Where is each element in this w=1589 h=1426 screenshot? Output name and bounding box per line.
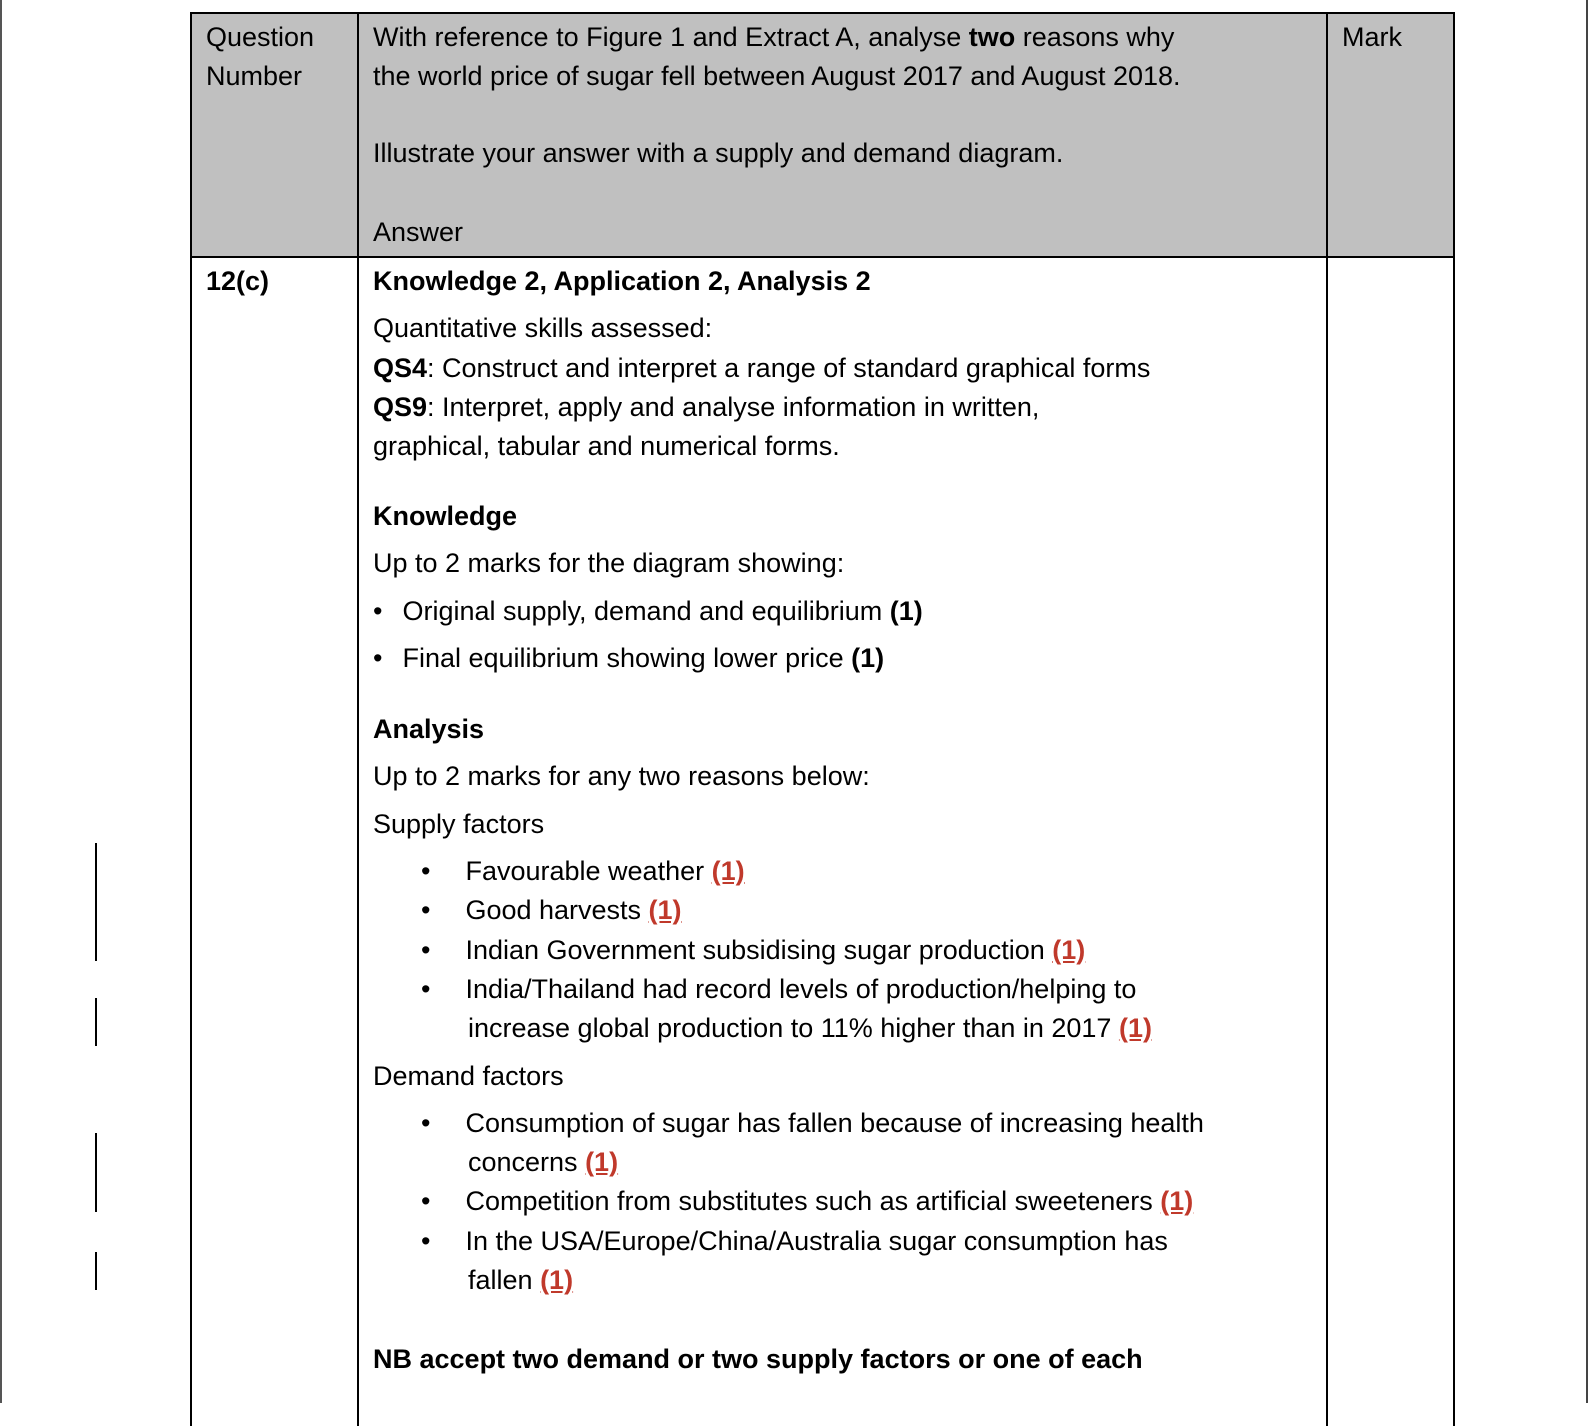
analysis-intro: Up to 2 marks for any two reasons below: [373, 761, 870, 791]
analysis-heading: Analysis [373, 714, 485, 744]
qs9-cont: graphical, tabular and numerical forms. [373, 431, 840, 461]
supply-heading: Supply factors [373, 809, 545, 839]
supply-item: • India/Thailand had record levels of pro… [421, 974, 1137, 1004]
supply-item-cont: increase global production to 11% higher… [468, 1013, 1152, 1043]
header-mark: Mark [1326, 12, 1455, 258]
mark-cell [1326, 256, 1455, 1426]
knowledge-heading: Knowledge [373, 501, 518, 531]
marks-summary: Knowledge 2, Application 2, Analysis 2 [373, 266, 871, 296]
page-edge-right [1586, 0, 1588, 1403]
header-question: With reference to Figure 1 and Extract A… [357, 12, 1328, 258]
demand-item: • Competition from substitutes such as ar… [421, 1186, 1194, 1216]
supply-item: • Good harvests (1) [421, 895, 682, 925]
question-line: the world price of sugar fell between Au… [373, 61, 1181, 91]
answer-cell: Knowledge 2, Application 2, Analysis 2 Q… [357, 256, 1328, 1426]
demand-item-cont: fallen (1) [468, 1265, 574, 1295]
question-line: With reference to Figure 1 and Extract A… [373, 22, 1175, 52]
change-bar [95, 843, 97, 961]
nb-note: NB accept two demand or two supply facto… [373, 1344, 1143, 1374]
change-bar [95, 998, 97, 1046]
page-edge-left [0, 0, 2, 1403]
qs4: QS4: Construct and interpret a range of … [373, 353, 1151, 383]
question-instruction: Illustrate your answer with a supply and… [373, 138, 1064, 168]
table-header-row: Question Number With reference to Figure … [190, 12, 1455, 258]
header-text: Number [206, 61, 303, 91]
qs9: QS9: Interpret, apply and analyse inform… [373, 392, 1040, 422]
answer-label: Answer [373, 217, 464, 247]
supply-item: • Favourable weather (1) [421, 856, 745, 886]
header-question-number: Question Number [190, 12, 359, 258]
supply-item: • Indian Government subsidising sugar pro… [421, 935, 1086, 965]
change-bar [95, 1133, 97, 1212]
header-text: Question [206, 22, 315, 52]
knowledge-item: • Final equilibrium showing lower price (… [373, 643, 885, 673]
qs-intro: Quantitative skills assessed: [373, 313, 713, 343]
demand-item-cont: concerns (1) [468, 1147, 619, 1177]
demand-item: • Consumption of sugar has fallen because… [421, 1108, 1204, 1138]
mark-scheme-table: Question Number With reference to Figure … [190, 12, 1455, 1426]
question-number: 12(c) [190, 256, 359, 1426]
change-bar [95, 1252, 97, 1290]
demand-item: • In the USA/Europe/China/Australia sugar… [421, 1226, 1168, 1256]
table-row: 12(c) Knowledge 2, Application 2, Analys… [190, 256, 1455, 1426]
knowledge-intro: Up to 2 marks for the diagram showing: [373, 548, 845, 578]
demand-heading: Demand factors [373, 1061, 564, 1091]
knowledge-item: • Original supply, demand and equilibrium… [373, 596, 923, 626]
